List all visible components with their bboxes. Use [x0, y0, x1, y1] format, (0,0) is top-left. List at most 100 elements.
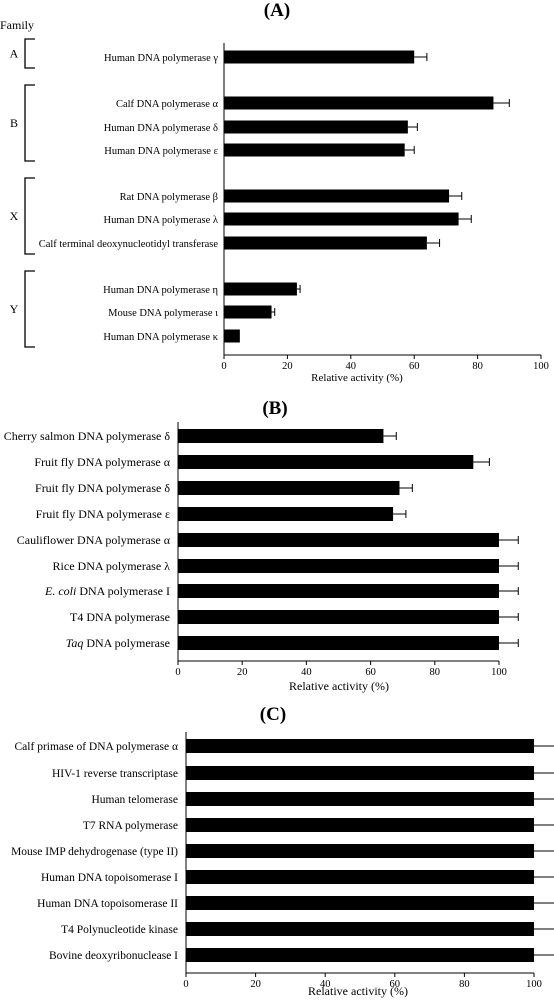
- bar: [224, 212, 459, 226]
- bar: [224, 143, 405, 157]
- family-header: Family: [0, 18, 34, 32]
- family-bracket: B: [10, 84, 35, 162]
- bar: [178, 507, 394, 521]
- category-label: Mouse IMP dehydrogenase (type II): [11, 846, 178, 858]
- x-tick-label: 20: [237, 667, 248, 678]
- x-tick-label: 80: [430, 667, 441, 678]
- bar: [186, 792, 534, 806]
- error-bar: [534, 850, 554, 852]
- error-bar: [499, 639, 519, 647]
- bar: [224, 96, 494, 110]
- bar: [178, 429, 384, 443]
- family-label: X: [10, 209, 19, 223]
- category-label: Fruit fly DNA polymerase δ: [35, 481, 170, 495]
- error-bar: [534, 928, 554, 930]
- category-labels: Human DNA polymerase γ Calf DNA polymeras…: [39, 53, 219, 343]
- error-bar: [473, 458, 490, 466]
- bar: [224, 282, 297, 296]
- x-axis: 0 20 40 60 80 100: [175, 422, 507, 678]
- x-axis-title: Relative activity (%): [289, 679, 389, 693]
- family-brackets: A B X Y: [10, 38, 35, 348]
- x-axis: 0 20 40 60 80 100: [183, 732, 542, 990]
- category-label: Fruit fly DNA polymerase ε: [36, 507, 170, 521]
- category-label: T4 DNA polymerase: [70, 610, 170, 624]
- category-label: E. coli DNA polymerase I: [44, 584, 170, 598]
- panel-b: (B) Cherry salmon DNA polymerase δ Fruit …: [4, 398, 519, 693]
- error-bar: [534, 798, 554, 800]
- error-bar: [534, 772, 554, 774]
- category-label: Cherry salmon DNA polymerase δ: [4, 429, 171, 443]
- category-label: Bovine deoxyribonuclease I: [49, 950, 178, 962]
- error-bar: [404, 146, 415, 154]
- bar: [224, 305, 272, 319]
- error-bar: [499, 587, 519, 595]
- error-bar: [534, 902, 554, 904]
- bars: [178, 429, 519, 650]
- error-bar: [296, 285, 301, 293]
- bar: [224, 50, 415, 64]
- category-label: Mouse DNA polymerase ι: [108, 308, 218, 319]
- bar: [178, 584, 499, 598]
- category-label: Human DNA polymerase η: [103, 285, 218, 296]
- panel-a: (A) Family A B X Y Human DNA polymerase γ Ca…: [0, 0, 549, 384]
- error-bar: [414, 53, 428, 61]
- x-axis: 0 20 40 60 80 100: [221, 43, 549, 372]
- error-bar: [458, 215, 472, 223]
- x-tick-label: 40: [301, 667, 312, 678]
- category-label: T7 RNA polymerase: [83, 820, 178, 832]
- category-label: Calf terminal deoxynucleotidyl transfera…: [39, 239, 219, 250]
- category-label: Human DNA polymerase δ: [104, 123, 218, 134]
- x-axis-title: Relative activity (%): [308, 984, 408, 998]
- family-bracket: A: [10, 38, 35, 69]
- x-tick-label: 0: [221, 361, 226, 372]
- bar: [178, 610, 499, 624]
- x-tick-label: 60: [390, 979, 401, 990]
- bar: [178, 481, 400, 495]
- category-label: Rat DNA polymerase β: [120, 192, 218, 203]
- x-tick-label: 100: [533, 361, 549, 372]
- error-bar: [393, 510, 407, 518]
- error-bar: [407, 123, 418, 131]
- bars: [224, 50, 510, 343]
- bar: [186, 922, 534, 936]
- category-label: Human DNA polymerase κ: [103, 332, 218, 343]
- family-label: A: [10, 47, 19, 61]
- bar: [224, 120, 408, 134]
- bar: [178, 533, 499, 547]
- error-bar: [534, 876, 554, 878]
- category-label: Calf primase of DNA polymerase α: [15, 741, 178, 753]
- bar: [186, 739, 534, 753]
- x-tick-label: 60: [365, 667, 376, 678]
- x-tick-label: 40: [320, 979, 331, 990]
- bar: [178, 455, 474, 469]
- error-bar: [534, 745, 554, 747]
- bar: [178, 636, 499, 650]
- error-bar: [271, 308, 276, 316]
- bar: [178, 559, 499, 573]
- category-labels: Cherry salmon DNA polymerase δ Fruit fly …: [4, 429, 171, 650]
- category-label: Human DNA topoisomerase II: [37, 898, 178, 910]
- x-tick-label: 100: [491, 667, 507, 678]
- category-label: Human telomerase: [91, 794, 178, 806]
- category-label: Human DNA polymerase γ: [104, 53, 218, 64]
- panel-a-label: (A): [264, 0, 290, 21]
- bar: [186, 948, 534, 962]
- error-bar: [534, 824, 554, 826]
- x-tick-label: 80: [472, 361, 483, 372]
- category-label: Human DNA polymerase λ: [104, 215, 219, 226]
- category-label: Taq DNA polymerase: [66, 636, 170, 650]
- bar: [186, 870, 534, 884]
- category-label: Fruit fly DNA polymerase α: [34, 455, 170, 469]
- category-label: Human DNA polymerase ε: [104, 146, 218, 157]
- bars: [186, 739, 554, 962]
- x-tick-label: 0: [183, 979, 188, 990]
- error-bar: [534, 954, 554, 956]
- family-label: Y: [10, 302, 19, 316]
- bar: [224, 189, 450, 203]
- error-bar: [426, 239, 441, 247]
- panel-c: (C) Calf primase of DNA polymerase α HIV-…: [11, 704, 554, 998]
- x-tick-label: 20: [250, 979, 261, 990]
- category-label: T4 Polynucleotide kinase: [61, 924, 178, 936]
- family-bracket: X: [10, 177, 35, 255]
